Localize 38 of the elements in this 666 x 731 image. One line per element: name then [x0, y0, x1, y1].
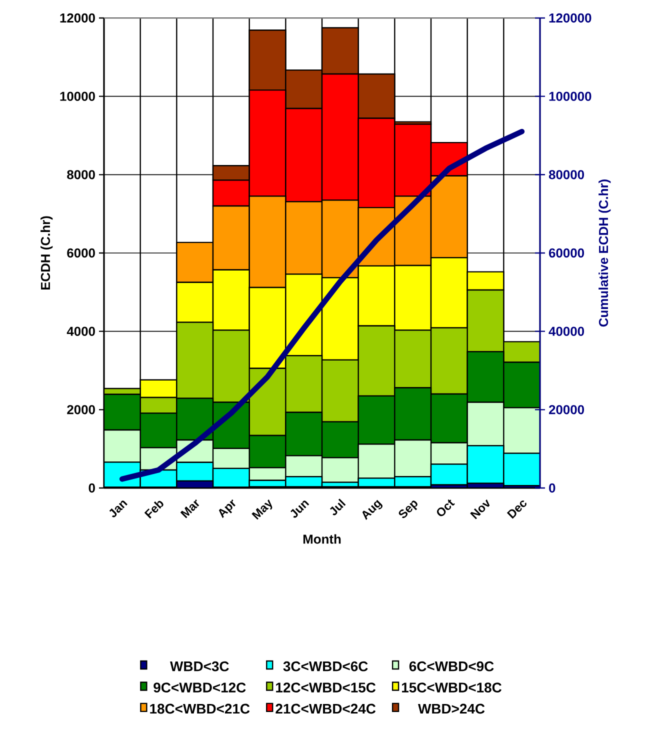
legend-label: 6C<WBD<9C — [409, 661, 494, 672]
y2-tick-label: 40000 — [548, 326, 584, 336]
x-tick-label: Apr — [218, 499, 236, 518]
x-tick-label: May — [252, 499, 272, 520]
y-axis-title: ECDH (C.hr) — [40, 216, 53, 290]
legend-label: WBD>24C — [418, 704, 485, 714]
x-tick-label: Sep — [398, 500, 418, 518]
legend-label: 15C<WBD<18C — [402, 682, 502, 692]
legend-label: 9C<WBD<12C — [154, 682, 246, 692]
y-tick-label: 10000 — [60, 92, 95, 101]
x-tick-label: Dec — [506, 500, 526, 519]
x-tick-label: Mar — [180, 499, 200, 518]
y-tick-label: 12000 — [60, 13, 95, 23]
y-tick-label: 4000 — [66, 326, 95, 336]
legend-label: 18C<WBD<21C — [150, 704, 250, 714]
y-tick-label: 8000 — [67, 170, 95, 180]
y-tick-label: 6000 — [67, 248, 95, 258]
x-tick-label: Jan — [109, 500, 128, 518]
x-tick-label: Jun — [290, 500, 310, 518]
y2-tick-label: 80000 — [548, 170, 584, 180]
y2-axis-title: Cumulative ECDH (C.hr) — [598, 180, 611, 327]
legend-label: 21C<WBD<24C — [276, 704, 376, 714]
y2-tick-label: 60000 — [548, 248, 584, 258]
legend-label: WBD<3C — [170, 661, 229, 672]
x-tick-label: Feb — [144, 500, 164, 519]
y2-tick-label: 0 — [549, 483, 556, 493]
y2-tick-label: 100000 — [549, 92, 592, 101]
y2-tick-label: 120000 — [549, 13, 592, 23]
x-tick-label: Nov — [470, 499, 490, 520]
y-tick-label: 0 — [88, 483, 95, 493]
legend-label: 3C<WBD<6C — [283, 661, 368, 672]
x-tick-label: Aug — [362, 500, 382, 520]
legend-label: 12C<WBD<15C — [276, 682, 376, 692]
x-tick-label: Oct — [437, 499, 455, 516]
x-axis-title: Month — [303, 534, 341, 544]
x-tick-label: Jul — [330, 498, 346, 516]
y2-tick-label: 20000 — [548, 405, 584, 414]
y-tick-label: 2000 — [67, 405, 95, 414]
